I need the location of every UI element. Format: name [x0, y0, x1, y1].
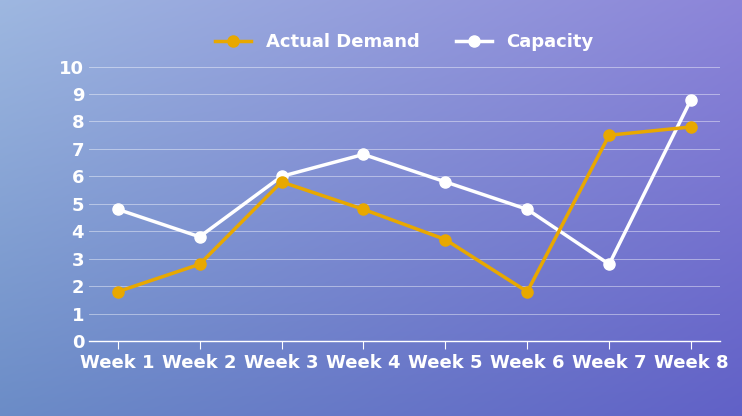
Actual Demand: [686, 124, 695, 129]
Actual Demand: [605, 133, 614, 138]
Actual Demand: [277, 179, 286, 184]
Line: Capacity: Capacity: [112, 94, 697, 270]
Capacity: [359, 152, 368, 157]
Actual Demand: [523, 289, 532, 294]
Actual Demand: [359, 207, 368, 212]
Capacity: [441, 179, 450, 184]
Actual Demand: [441, 237, 450, 242]
Legend: Actual Demand, Capacity: Actual Demand, Capacity: [208, 26, 601, 59]
Actual Demand: [114, 289, 122, 294]
Capacity: [277, 174, 286, 179]
Actual Demand: [195, 262, 204, 267]
Capacity: [605, 262, 614, 267]
Capacity: [195, 234, 204, 239]
Line: Actual Demand: Actual Demand: [112, 121, 697, 297]
Capacity: [523, 207, 532, 212]
Capacity: [114, 207, 122, 212]
Capacity: [686, 97, 695, 102]
